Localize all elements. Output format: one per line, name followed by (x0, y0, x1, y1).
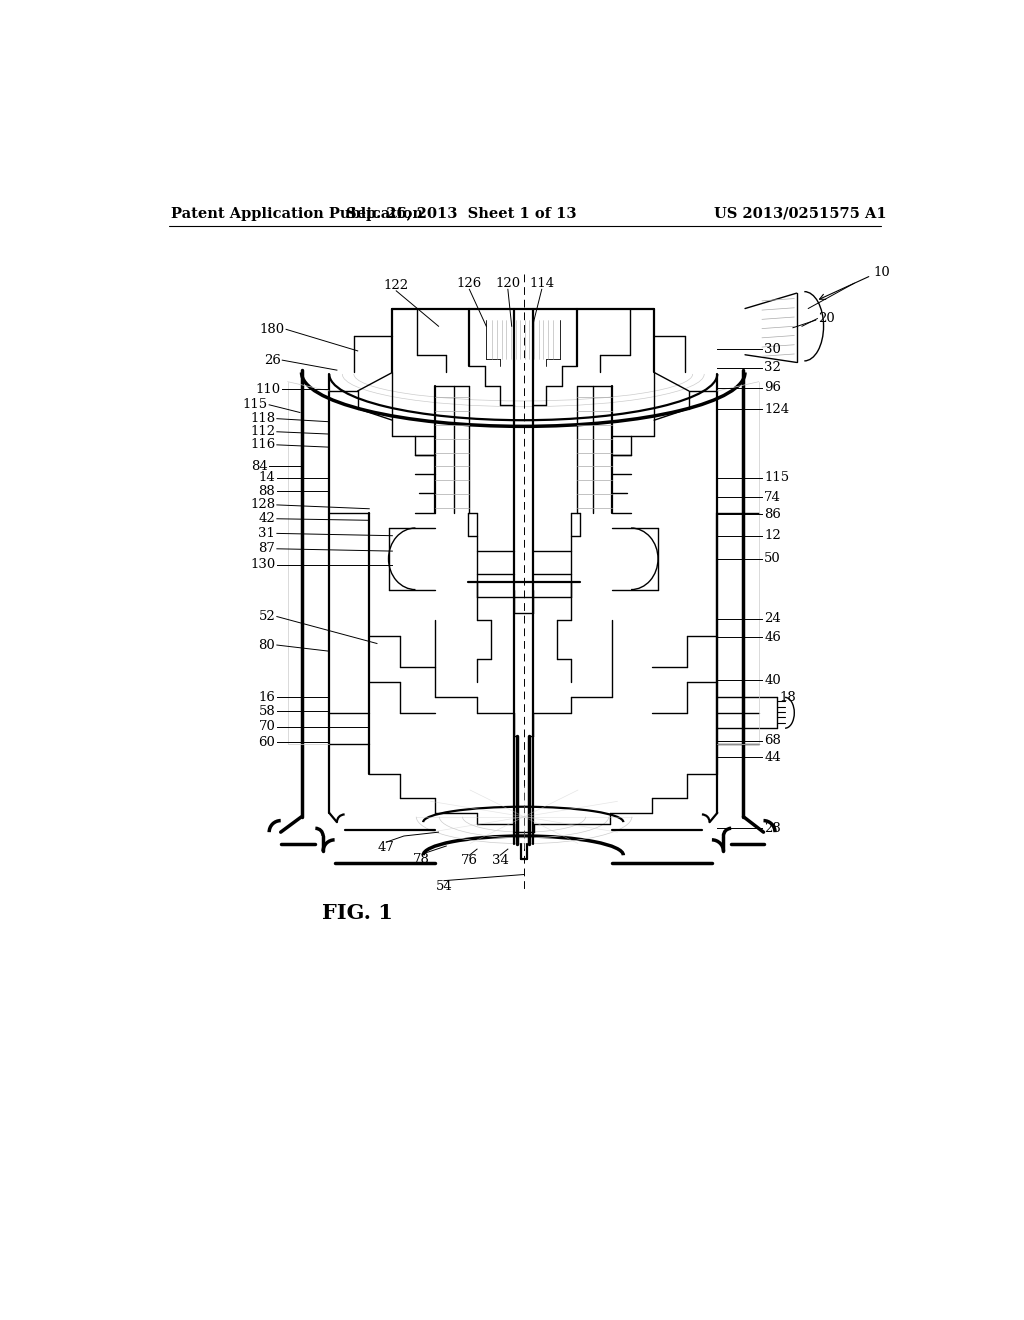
Text: 30: 30 (764, 343, 781, 356)
Text: 120: 120 (496, 277, 520, 290)
Text: 128: 128 (250, 499, 275, 511)
Text: 12: 12 (764, 529, 781, 543)
Text: 47: 47 (378, 841, 394, 854)
Text: 50: 50 (764, 552, 781, 565)
Text: 24: 24 (764, 612, 781, 626)
Text: 16: 16 (258, 690, 275, 704)
Text: 87: 87 (258, 543, 275, 556)
Text: 122: 122 (384, 279, 409, 292)
Text: 52: 52 (259, 610, 275, 623)
Text: 40: 40 (764, 675, 781, 686)
Text: 68: 68 (764, 734, 781, 747)
Text: FIG. 1: FIG. 1 (323, 903, 393, 923)
Text: 32: 32 (764, 362, 781, 375)
Text: 10: 10 (873, 265, 890, 279)
Text: 96: 96 (764, 381, 781, 395)
Text: 86: 86 (764, 508, 781, 520)
Text: 78: 78 (413, 853, 430, 866)
Text: 42: 42 (259, 512, 275, 525)
Text: 20: 20 (818, 312, 835, 325)
Text: 116: 116 (250, 438, 275, 451)
Text: 88: 88 (259, 484, 275, 498)
Text: 31: 31 (258, 527, 275, 540)
Text: 74: 74 (764, 491, 781, 504)
Text: US 2013/0251575 A1: US 2013/0251575 A1 (714, 207, 887, 220)
Text: 54: 54 (435, 879, 453, 892)
Text: 112: 112 (250, 425, 275, 438)
Text: 126: 126 (457, 277, 482, 290)
Text: 44: 44 (764, 751, 781, 764)
Text: 34: 34 (492, 854, 509, 867)
Text: 115: 115 (764, 471, 790, 484)
Text: 124: 124 (764, 403, 790, 416)
Text: 28: 28 (764, 822, 781, 834)
Text: 60: 60 (258, 735, 275, 748)
Text: Patent Application Publication: Patent Application Publication (171, 207, 423, 220)
Text: 70: 70 (258, 721, 275, 733)
Text: 110: 110 (256, 383, 281, 396)
Text: 180: 180 (259, 323, 285, 335)
Text: 26: 26 (264, 354, 281, 367)
Text: 114: 114 (529, 277, 554, 290)
Text: Sep. 26, 2013  Sheet 1 of 13: Sep. 26, 2013 Sheet 1 of 13 (346, 207, 577, 220)
Text: 58: 58 (259, 705, 275, 718)
Text: 76: 76 (461, 854, 478, 867)
Text: 46: 46 (764, 631, 781, 644)
Text: 14: 14 (259, 471, 275, 484)
Text: 115: 115 (243, 399, 267, 412)
Text: 84: 84 (251, 459, 267, 473)
Text: 118: 118 (250, 412, 275, 425)
Text: 18: 18 (779, 690, 797, 704)
Text: 80: 80 (259, 639, 275, 652)
Text: 130: 130 (250, 558, 275, 572)
